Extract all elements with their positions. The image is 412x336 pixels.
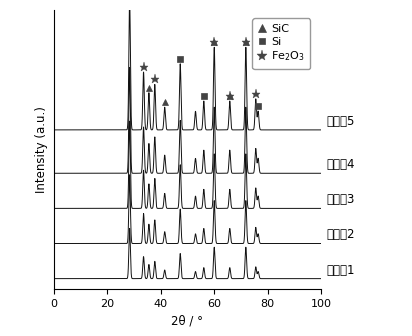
- X-axis label: 2θ / °: 2θ / °: [171, 314, 204, 327]
- Text: 实施例4: 实施例4: [327, 158, 355, 171]
- Y-axis label: Intensity (a.u.): Intensity (a.u.): [35, 106, 48, 193]
- Text: 实施例2: 实施例2: [327, 228, 355, 242]
- Text: 实施例1: 实施例1: [327, 263, 355, 277]
- Legend: SiC, Si, Fe$_2$O$_3$: SiC, Si, Fe$_2$O$_3$: [252, 18, 311, 69]
- Text: 实施例3: 实施例3: [327, 193, 355, 206]
- Text: 实施例5: 实施例5: [327, 115, 355, 128]
